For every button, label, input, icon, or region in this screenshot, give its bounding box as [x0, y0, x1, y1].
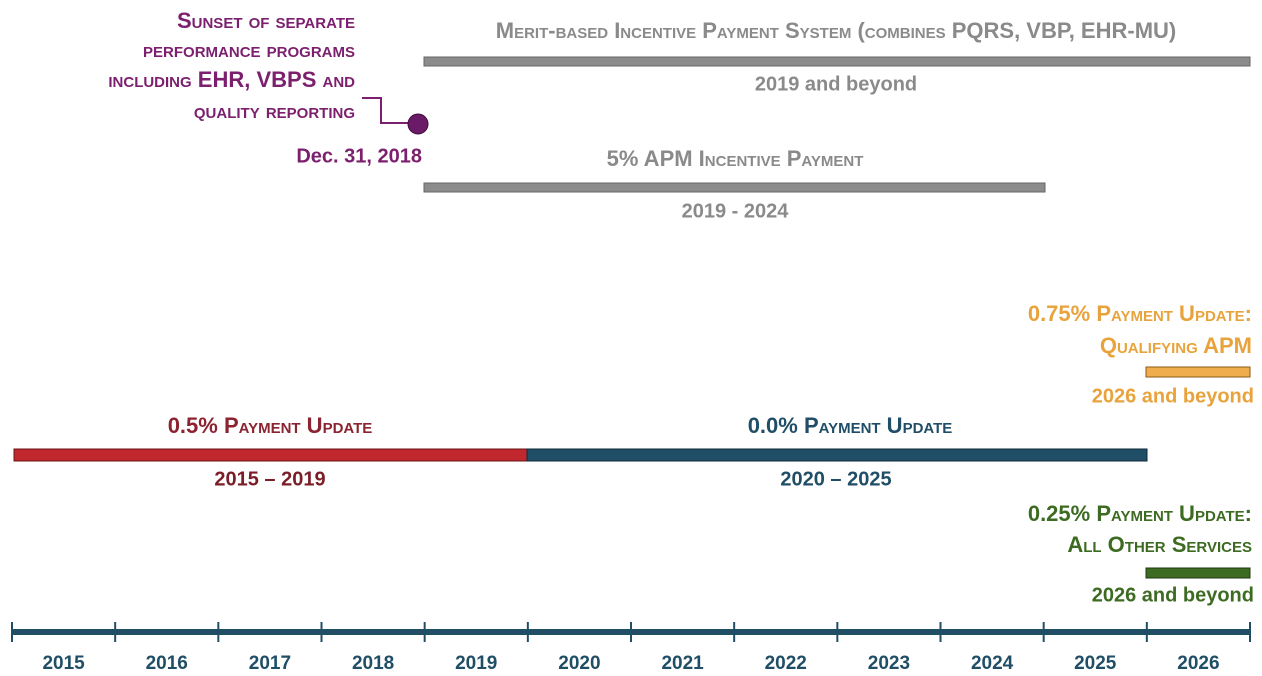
apm-label: 5% APM Incentive Payment — [607, 146, 864, 171]
update-2020-bar — [526, 448, 1148, 462]
year-label: 2020 — [558, 653, 600, 674]
update-2020-label: 0.0% Payment Update — [748, 413, 953, 438]
year-labels: 2015 2016 2017 2018 2019 2020 2021 2022 2023 2024… — [11, 622, 1251, 674]
mips-label: Merit-based Incentive Payment System (co… — [496, 18, 1177, 43]
sunset-line: including EHR, VBPS and — [108, 67, 355, 92]
year-label: 2018 — [352, 653, 394, 674]
year-label: 2016 — [146, 653, 188, 674]
other-update-label: All Other Services — [1067, 532, 1252, 557]
milestone-dot — [407, 113, 429, 135]
year-label: 2017 — [249, 653, 291, 674]
mips-bar — [423, 56, 1251, 67]
year-label: 2019 — [455, 653, 497, 674]
sunset-line: quality reporting — [194, 98, 355, 123]
sunset-line: Sunset of separate — [177, 8, 355, 33]
year-label: 2015 — [42, 653, 85, 674]
apm-update-label: 0.75% Payment Update: — [1028, 301, 1252, 326]
other-update-label: 0.25% Payment Update: — [1028, 501, 1252, 526]
year-label: 2025 — [1074, 653, 1117, 674]
apm-update-label: Qualifying APM — [1100, 333, 1252, 358]
update-2015-bar — [13, 448, 528, 462]
apm-period: 2019 - 2024 — [682, 200, 790, 222]
update-2015-period: 2015 – 2019 — [214, 468, 325, 490]
other-update-bar — [1145, 567, 1251, 579]
year-label: 2026 — [1177, 653, 1219, 674]
year-label: 2021 — [661, 653, 704, 674]
sunset-line: performance programs — [143, 37, 355, 62]
year-label: 2023 — [868, 653, 910, 674]
other-update-period: 2026 and beyond — [1092, 584, 1254, 606]
connector — [362, 97, 408, 124]
sunset-note: Sunset of separate performance programs … — [108, 8, 422, 167]
apm-update-bar — [1145, 366, 1251, 378]
apm-bar — [423, 182, 1046, 193]
year-label: 2024 — [971, 653, 1014, 674]
sunset-date: Dec. 31, 2018 — [296, 145, 422, 167]
update-2015-label: 0.5% Payment Update — [168, 413, 373, 438]
update-2020-period: 2020 – 2025 — [780, 468, 891, 490]
apm-update-period: 2026 and beyond — [1092, 385, 1254, 407]
year-label: 2022 — [765, 653, 807, 674]
mips-period: 2019 and beyond — [755, 73, 917, 95]
